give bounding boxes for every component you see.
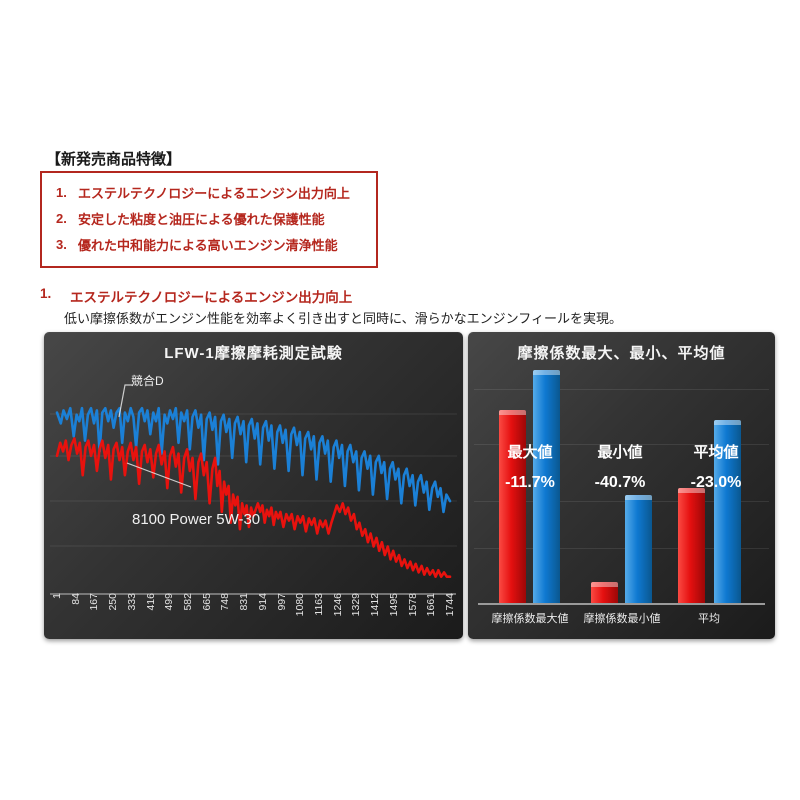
product-line-series: [55, 437, 452, 578]
feature-item: 1. エステルテクノロジーによるエンジン出力向上: [50, 179, 368, 205]
series-label-product: 8100 Power 5W-30: [132, 511, 261, 528]
line-chart: [50, 384, 457, 595]
bar-category-label: 摩擦係数最小値: [583, 613, 661, 625]
feature-number: 1.: [56, 184, 67, 200]
x-tick-label: 1329: [350, 593, 362, 617]
competitor-leader-line: [118, 384, 133, 418]
x-tick-label: 250: [107, 593, 119, 611]
feature-box: 1. エステルテクノロジーによるエンジン出力向上 2. 安定した粘度と油圧による…: [40, 171, 378, 268]
annotation-percent: -11.7%: [505, 474, 555, 491]
competitor-line-series: [55, 406, 452, 514]
x-tick-label: 1661: [425, 593, 437, 617]
blue-bar-1: [533, 370, 560, 603]
red-bar-1: [499, 410, 526, 603]
feature-item: 2. 安定した粘度と油圧による優れた保護性能: [50, 205, 368, 231]
gridline: [474, 389, 769, 390]
annotation-label: 最小値: [597, 444, 643, 461]
gridline: [474, 501, 769, 502]
product-leader-line: [126, 462, 192, 488]
feature-text: 安定した粘度と油圧による優れた保護性能: [78, 211, 325, 227]
feature-text: 優れた中和能力による高いエンジン清浄性能: [78, 237, 338, 253]
x-tick-label: 665: [201, 593, 213, 611]
section-body: 低い摩擦係数がエンジン性能を効率よく引き出すと同時に、滑らかなエンジンフィールを…: [64, 311, 622, 326]
bar-chart-title: 摩擦係数最大、最小、平均値: [517, 345, 726, 362]
bar-chart-baseline: [478, 603, 765, 605]
gridline: [474, 444, 769, 445]
line-chart-title: LFW-1摩擦摩耗測定試験: [164, 345, 343, 362]
x-tick-label: 748: [219, 593, 231, 611]
red-bar-3: [678, 488, 705, 603]
blue-bar-3: [714, 420, 741, 603]
red-bar-2: [591, 582, 618, 603]
bar-annotation-min: 最小値 -40.7%: [572, 441, 668, 492]
x-tick-label: 1: [51, 593, 63, 599]
gridline: [474, 548, 769, 549]
bar-category-label: 平均: [698, 613, 720, 625]
section-heading: 1. エステルテクノロジーによるエンジン出力向上: [40, 286, 352, 306]
section-number: 1.: [40, 286, 52, 301]
x-tick-label: 167: [88, 593, 100, 611]
x-tick-label: 1495: [388, 593, 400, 617]
x-tick-label: 582: [182, 593, 194, 611]
x-tick-label: 1246: [332, 593, 344, 617]
bar-chart-panel: 摩擦係数最大、最小、平均値 最大値 -11.7% 最小値 -40.7% 平均値 …: [468, 332, 775, 639]
x-tick-label: 831: [238, 593, 250, 611]
bar-annotation-max: 最大値 -11.7%: [482, 441, 578, 492]
x-tick-label: 1412: [369, 593, 381, 617]
feature-item: 3. 優れた中和能力による高いエンジン清浄性能: [50, 231, 368, 257]
line-chart-panel: LFW-1摩擦摩耗測定試験 競合D 8100 Power 5W-30 1 84 16…: [44, 332, 463, 639]
x-tick-label: 1080: [294, 593, 306, 617]
x-tick-label: 84: [70, 593, 82, 605]
page-title: 【新発売商品特徴】: [46, 151, 182, 168]
section-title: エステルテクノロジーによるエンジン出力向上: [70, 290, 353, 305]
x-tick-label: 499: [163, 593, 175, 611]
series-label-competitor: 競合D: [131, 374, 164, 388]
x-tick-label: 333: [126, 593, 138, 611]
annotation-label: 平均値: [693, 444, 739, 461]
annotation-label: 最大値: [507, 444, 553, 461]
x-tick-label: 1163: [313, 593, 325, 616]
annotation-percent: -23.0%: [690, 474, 742, 491]
feature-number: 2.: [56, 210, 67, 226]
x-tick-label: 1578: [407, 593, 419, 617]
x-tick-label: 416: [145, 593, 157, 611]
feature-number: 3.: [56, 236, 67, 252]
blue-bar-2: [625, 495, 652, 603]
feature-text: エステルテクノロジーによるエンジン出力向上: [78, 185, 350, 201]
bar-category-label: 摩擦係数最大値: [491, 613, 569, 625]
annotation-percent: -40.7%: [594, 474, 646, 491]
bar-annotation-avg: 平均値 -23.0%: [668, 441, 764, 492]
x-tick-label: 914: [257, 593, 269, 611]
x-tick-label: 997: [276, 593, 288, 611]
x-tick-label: 1744: [444, 593, 456, 617]
